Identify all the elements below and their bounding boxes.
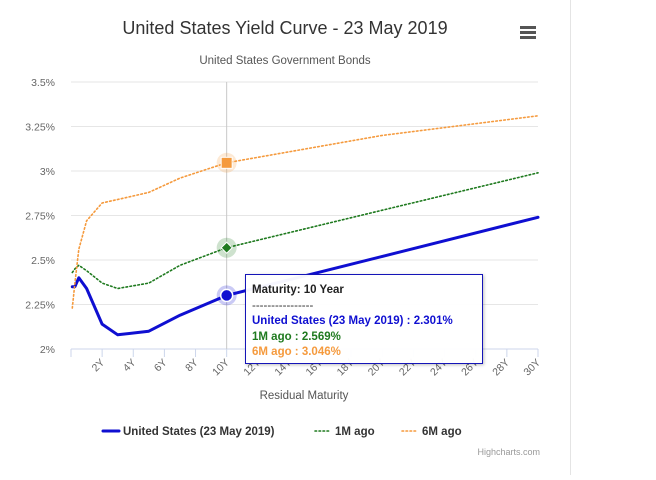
tooltip-separator: ---------------- (252, 299, 314, 312)
legend-item-us[interactable]: United States (23 May 2019) (101, 426, 275, 438)
y-tick-label: 2.5% (31, 255, 55, 267)
y-tick-label: 3.5% (31, 77, 55, 89)
legend: United States (23 May 2019) 1M ago 6M ago (101, 426, 462, 438)
tooltip-row-1m: 1M ago : 2.569% (252, 330, 341, 343)
x-tick-label: 10Y (210, 357, 232, 379)
y-tick-label: 3% (40, 166, 55, 178)
page-edge (570, 0, 571, 475)
legend-item-1m[interactable]: 1M ago (314, 426, 375, 438)
yield-curve-chart: United States Yield Curve - 23 May 2019 … (25, 18, 544, 457)
hover-markers (216, 152, 237, 306)
x-tick-label: 30Y (521, 357, 543, 379)
x-tick-label: 28Y (490, 357, 512, 379)
tooltip-row-us: United States (23 May 2019) : 2.301% (252, 315, 453, 327)
tooltip-row-6m: 6M ago : 3.046% (252, 346, 341, 358)
y-tick-label: 2.25% (25, 300, 55, 312)
hamburger-menu-icon[interactable] (517, 22, 539, 42)
x-tick-label: 6Y (152, 357, 170, 375)
y-tick-label: 2% (40, 344, 55, 356)
y-tick-label: 2.75% (25, 211, 55, 223)
tooltip: Maturity: 10 Year ---------------- Unite… (245, 274, 483, 364)
tooltip-title: Maturity: 10 Year (252, 284, 344, 296)
grid-lines (71, 81, 538, 350)
series-line-6m (71, 115, 539, 309)
y-tick-label: 3.25% (25, 122, 55, 134)
legend-label: United States (23 May 2019) (123, 426, 275, 438)
x-axis-title: Residual Maturity (260, 390, 349, 402)
chart-subtitle: United States Government Bonds (199, 55, 371, 67)
chart-title: United States Yield Curve - 23 May 2019 (122, 18, 447, 38)
x-tick-label: 2Y (90, 357, 108, 375)
legend-item-6m[interactable]: 6M ago (401, 426, 462, 438)
marker-us (219, 288, 234, 303)
series-line-1m (71, 172, 539, 290)
y-axis: 2% 2.25% 2.5% 2.75% 3% 3.25% 3.5% (25, 77, 55, 356)
marker-6m (220, 156, 233, 169)
legend-label: 1M ago (335, 426, 375, 438)
marker-1m (220, 241, 233, 254)
x-tick-label: 4Y (121, 357, 139, 375)
chart-svg: United States Yield Curve - 23 May 2019 … (25, 18, 543, 457)
credits-link[interactable]: Highcharts.com (477, 447, 540, 457)
x-tick-label: 8Y (183, 357, 201, 375)
legend-label: 6M ago (422, 426, 462, 438)
